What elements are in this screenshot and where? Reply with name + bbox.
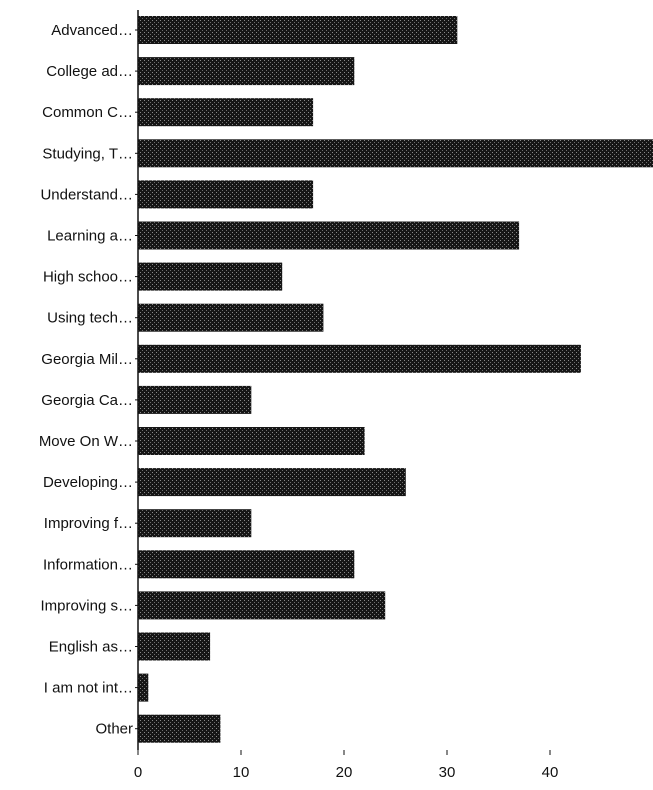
- category-label-12: Improving f…: [44, 515, 133, 532]
- bar-16: [138, 673, 149, 702]
- bar-12: [138, 509, 252, 538]
- bar-9: [138, 385, 252, 414]
- axes: 0 10 20 30 40: [134, 10, 559, 781]
- bar-17: [138, 714, 221, 743]
- bar-4: [138, 180, 314, 209]
- category-label-8: Georgia Mil…: [41, 351, 133, 368]
- category-label-14: Improving s…: [40, 597, 133, 614]
- category-label-9: Georgia Ca…: [41, 392, 133, 409]
- x-tick-label-1: 10: [233, 764, 250, 781]
- bar-7: [138, 303, 324, 332]
- bar-11: [138, 468, 406, 497]
- category-label-10: Move On W…: [39, 433, 133, 450]
- category-label-7: Using tech…: [47, 310, 133, 327]
- x-tick-label-3: 30: [439, 764, 456, 781]
- bar-8: [138, 344, 581, 373]
- bar-15: [138, 632, 211, 661]
- category-label-17: Other: [95, 721, 133, 738]
- bar-6: [138, 262, 283, 291]
- bar-14: [138, 591, 386, 620]
- category-label-5: Learning a…: [47, 228, 133, 245]
- category-label-1: College ad…: [46, 63, 133, 80]
- bar-2: [138, 98, 314, 127]
- category-label-4: Understand…: [40, 186, 133, 203]
- category-label-16: I am not int…: [44, 680, 133, 697]
- x-tick-label-2: 20: [336, 764, 353, 781]
- category-label-0: Advanced…: [51, 22, 133, 39]
- bars-layer: [138, 16, 653, 743]
- x-tick-label-0: 0: [134, 764, 142, 781]
- category-label-3: Studying, T…: [42, 145, 133, 162]
- category-label-6: High schoo…: [43, 269, 133, 286]
- bar-1: [138, 57, 355, 86]
- x-tick-label-4: 40: [542, 764, 559, 781]
- bar-5: [138, 221, 520, 250]
- bar-10: [138, 427, 365, 455]
- category-labels: Advanced… College ad… Common C… Studying, T…: [39, 22, 133, 738]
- category-label-13: Information…: [43, 556, 133, 573]
- bar-3: [138, 139, 653, 168]
- category-label-2: Common C…: [42, 104, 133, 121]
- bar-13: [138, 550, 355, 579]
- category-label-11: Developing…: [43, 474, 133, 491]
- category-label-15: English as…: [49, 639, 133, 656]
- bar-0: [138, 16, 458, 44]
